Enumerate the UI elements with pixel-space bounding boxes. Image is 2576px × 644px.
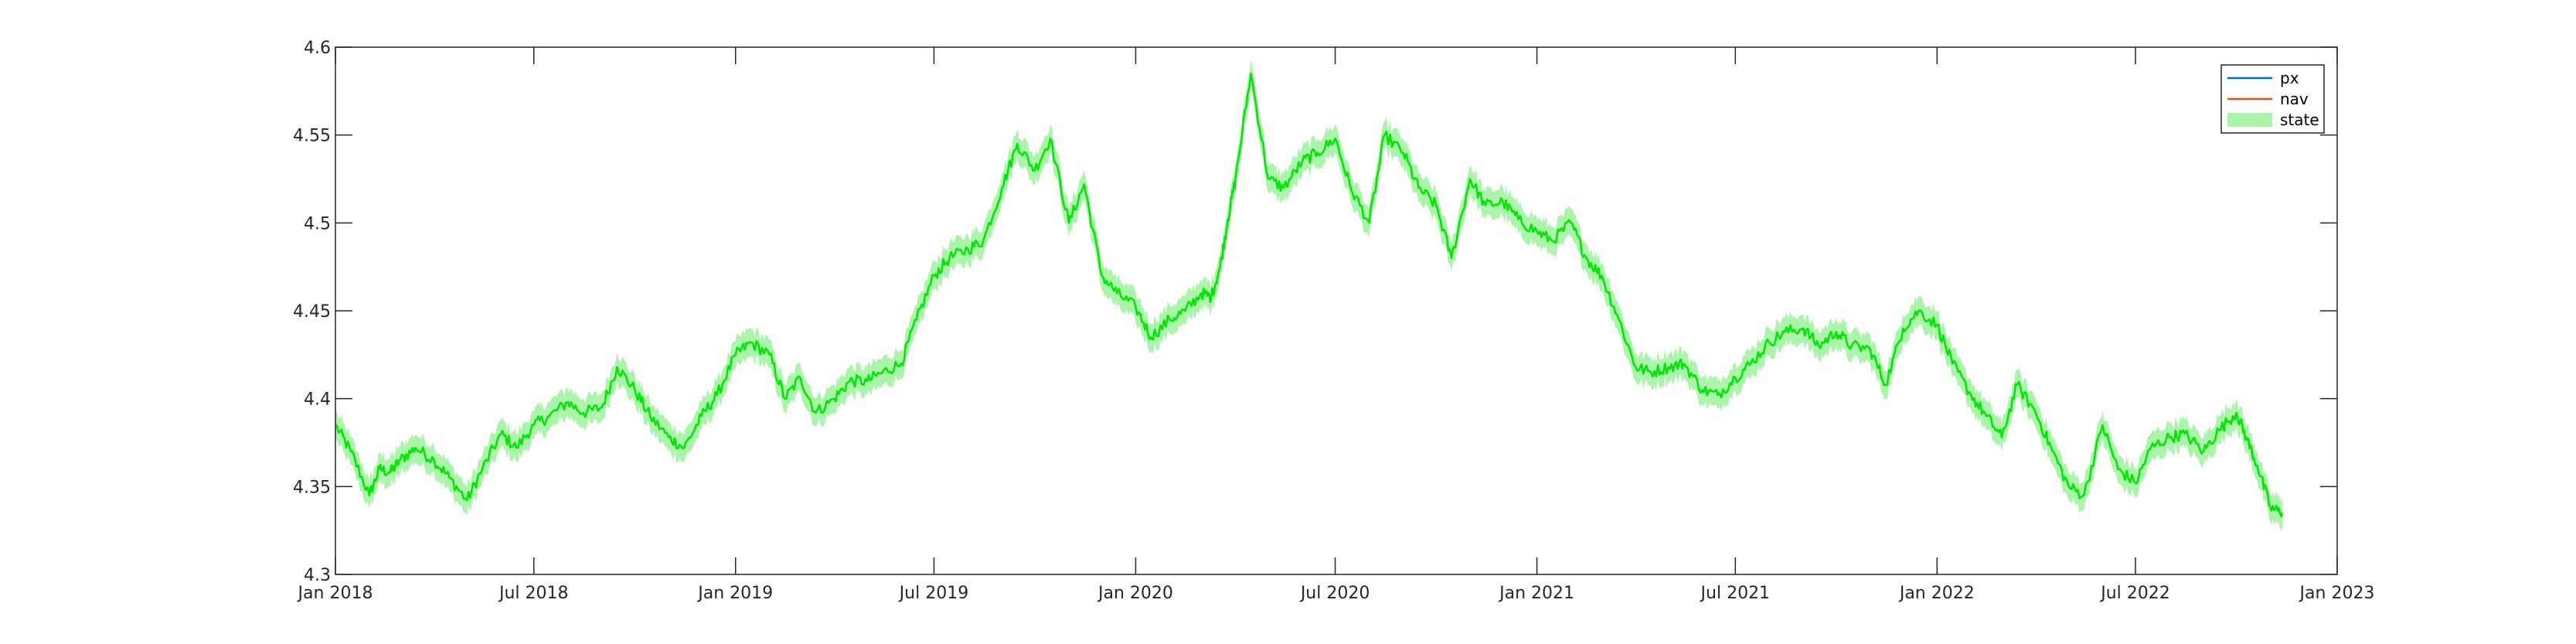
y-tick-label: 4.35 — [293, 478, 331, 497]
x-tick-label: Jul 2021 — [1700, 584, 1771, 603]
y-tick-label: 4.3 — [304, 566, 331, 585]
legend-label-nav: nav — [2280, 90, 2309, 108]
x-tick-label: Jul 2020 — [1299, 584, 1370, 603]
x-tick-label: Jan 2021 — [1498, 584, 1574, 603]
y-tick-label: 4.5 — [304, 214, 331, 233]
x-tick-label: Jan 2020 — [1097, 584, 1173, 603]
x-tick-label: Jan 2019 — [696, 584, 773, 603]
y-tick-label: 4.55 — [293, 127, 331, 146]
legend-items: px nav state — [2227, 69, 2319, 129]
y-tick-label: 4.4 — [304, 390, 331, 410]
y-tick-label: 4.45 — [293, 302, 331, 322]
tick-layer: Jan 2018 Jul 2018 Jan 2019 Jul 2019 Jan 2020… — [293, 39, 2374, 603]
y-tick-label: 4.6 — [304, 39, 331, 58]
x-tick-label: Jan 2023 — [2299, 584, 2375, 603]
x-tick-label: Jul 2022 — [2099, 584, 2170, 603]
x-tick-label: Jul 2018 — [498, 584, 569, 603]
legend-label-state: state — [2280, 111, 2319, 129]
state-line-layer — [335, 72, 2284, 518]
x-tick-label: Jul 2019 — [898, 584, 969, 603]
x-tick-label: Jan 2018 — [297, 584, 373, 603]
x-tick-label: Jan 2022 — [1898, 584, 1975, 603]
legend-swatch-state — [2227, 113, 2272, 127]
plot-area — [335, 47, 2337, 574]
legend: px nav state — [2220, 64, 2325, 134]
legend-label-px: px — [2280, 69, 2299, 87]
state-line — [335, 72, 2284, 518]
